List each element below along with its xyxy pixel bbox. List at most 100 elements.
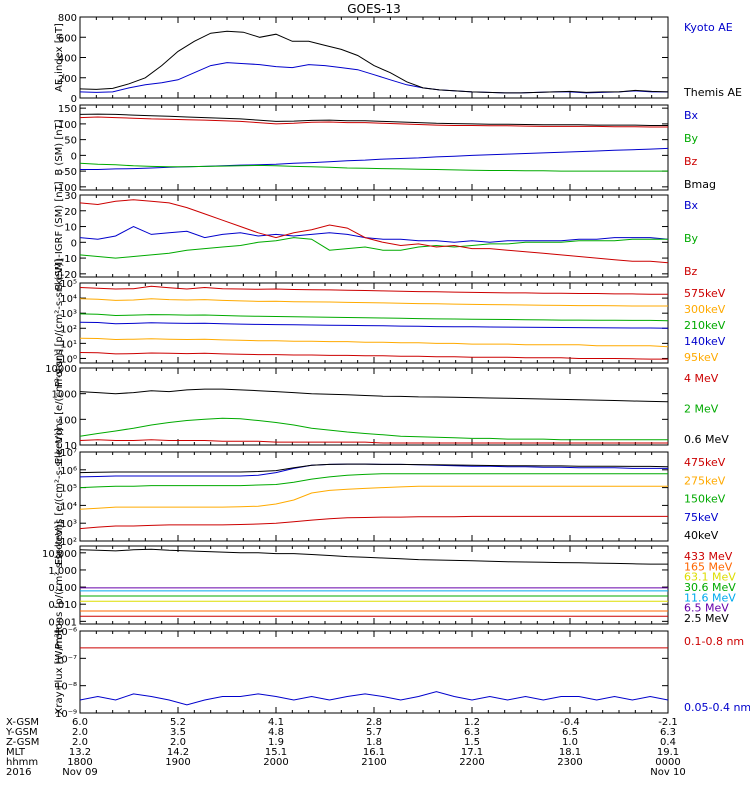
y-tick-label: 10⁻⁹: [55, 709, 77, 720]
legend-entry: Bz: [684, 155, 698, 168]
legend-entry: 475keV: [684, 456, 726, 469]
series-line: [79, 237, 668, 259]
legend-entry: 11.6 MeV: [684, 591, 736, 604]
panel-frame: [79, 451, 669, 542]
legend-entry: Bx: [684, 109, 699, 122]
footer-cell: Nov 10: [650, 767, 685, 778]
legend-entry: 210keV: [684, 319, 726, 332]
footer-cell: -2.1: [658, 717, 678, 728]
y-axis-label: Protons [p/(cm²-s-sr-keV)]: [54, 521, 65, 649]
footer-cell: 0000: [655, 757, 680, 768]
y-axis-label: Protons [p/(cm²-s-sr-keV)]: [54, 259, 65, 387]
y-axis-label: B (SM)-IGRF (SM) [nT]: [54, 181, 65, 290]
y-tick-label: -10: [61, 254, 77, 265]
footer-cell: 1.9: [268, 737, 284, 748]
footer-cell: 14.2: [167, 747, 189, 758]
footer-cell: 1.2: [464, 717, 480, 728]
y-tick-label: 10: [64, 223, 77, 234]
footer-cell: 5.7: [366, 727, 382, 738]
y-tick-label: 10²: [60, 537, 77, 548]
series-line: [79, 485, 668, 510]
footer-cell: 17.1: [461, 747, 483, 758]
footer-cell: 6.3: [660, 727, 676, 738]
y-tick-label: 1000: [52, 390, 77, 401]
footer-cell: 3.5: [170, 727, 186, 738]
y-tick-label: 30: [64, 191, 77, 202]
series-line: [79, 417, 668, 441]
footer-row-label: Z-GSM: [6, 737, 39, 748]
y-tick-label: 150: [58, 104, 77, 115]
legend-entry: Themis AE: [683, 86, 742, 99]
legend-entry: 275keV: [684, 474, 726, 487]
y-tick-label: 0: [71, 94, 77, 105]
footer-cell: 1.8: [366, 737, 382, 748]
footer-cell: 1.5: [464, 737, 480, 748]
legend-entry: 165 MeV: [684, 560, 733, 573]
y-tick-label: 50: [64, 136, 77, 147]
footer-row-label: 2016: [6, 767, 31, 778]
y-tick-label: 10²: [60, 324, 77, 335]
y-tick-label: 10⁻⁷: [55, 654, 77, 665]
series-line: [79, 352, 668, 360]
legend-entry: 575keV: [684, 287, 726, 300]
series-line: [79, 116, 668, 128]
series-line: [79, 439, 668, 444]
footer-cell: 2.0: [72, 737, 88, 748]
footer-cell: 16.1: [363, 747, 385, 758]
legend-entry: 4 MeV: [684, 372, 719, 385]
legend-entry: Bx: [684, 199, 699, 212]
footer-cell: 5.2: [170, 717, 186, 728]
y-tick-label: 10⁰: [60, 354, 77, 365]
legend-entry: 6.5 MeV: [684, 602, 729, 615]
y-tick-label: 10.000: [42, 549, 77, 560]
series-line: [79, 313, 669, 322]
y-tick-label: 10³: [60, 519, 77, 530]
y-tick-label: 1.000: [48, 566, 77, 577]
footer-cell: 2.0: [72, 727, 88, 738]
footer-cell: 6.3: [464, 727, 480, 738]
footer-cell: 2100: [361, 757, 386, 768]
series-line: [79, 113, 668, 126]
y-tick-label: 10¹: [60, 339, 77, 350]
y-tick-label: 10⁻⁶: [55, 627, 77, 638]
y-tick-label: 10⁴: [60, 501, 77, 512]
y-tick-label: 10⁻⁸: [55, 682, 77, 693]
series-line: [79, 199, 669, 264]
footer-cell: 1900: [165, 757, 190, 768]
footer-cell: 19.1: [657, 747, 679, 758]
footer-cell: 15.1: [265, 747, 287, 758]
panel-frame: [79, 630, 669, 714]
series-line: [79, 473, 668, 489]
y-tick-label: 10³: [60, 309, 77, 320]
y-tick-label: 800: [58, 13, 77, 24]
footer-cell: Nov 09: [62, 767, 97, 778]
series-line: [79, 388, 669, 403]
legend-entry: Bmag: [684, 178, 716, 191]
footer-cell: -0.4: [560, 717, 580, 728]
legend-entry: 0.6 MeV: [684, 433, 729, 446]
series-line: [79, 463, 669, 474]
y-tick-label: 100: [58, 120, 77, 131]
footer-cell: 6.0: [72, 717, 88, 728]
footer-row-label: MLT: [6, 747, 26, 758]
y-tick-label: 0.100: [48, 583, 77, 594]
panel-frame: [79, 104, 669, 191]
series-line: [79, 548, 668, 565]
y-axis-label: Xray Flux [W/m²]: [54, 629, 65, 714]
y-tick-label: 200: [58, 74, 77, 85]
footer-cell: 4.1: [268, 717, 284, 728]
legend-entry: 140keV: [684, 335, 726, 348]
y-axis-label: Electrons [e/(cm²-s-sr-keV)]: [54, 428, 65, 565]
y-tick-label: 10: [64, 441, 77, 452]
series-line: [79, 298, 668, 307]
y-tick-label: -20: [61, 270, 77, 281]
legend-entry: 30.6 MeV: [684, 581, 736, 594]
y-tick-label: -50: [61, 167, 77, 178]
panel-frame: [79, 16, 669, 99]
legend-entry: 75keV: [684, 511, 719, 524]
legend-entry: 433 MeV: [684, 550, 733, 563]
footer-cell: 13.2: [69, 747, 91, 758]
y-tick-label: 10⁶: [60, 466, 77, 477]
footer-cell: 1800: [67, 757, 92, 768]
legend-entry: 0.1-0.8 nm: [684, 635, 744, 648]
